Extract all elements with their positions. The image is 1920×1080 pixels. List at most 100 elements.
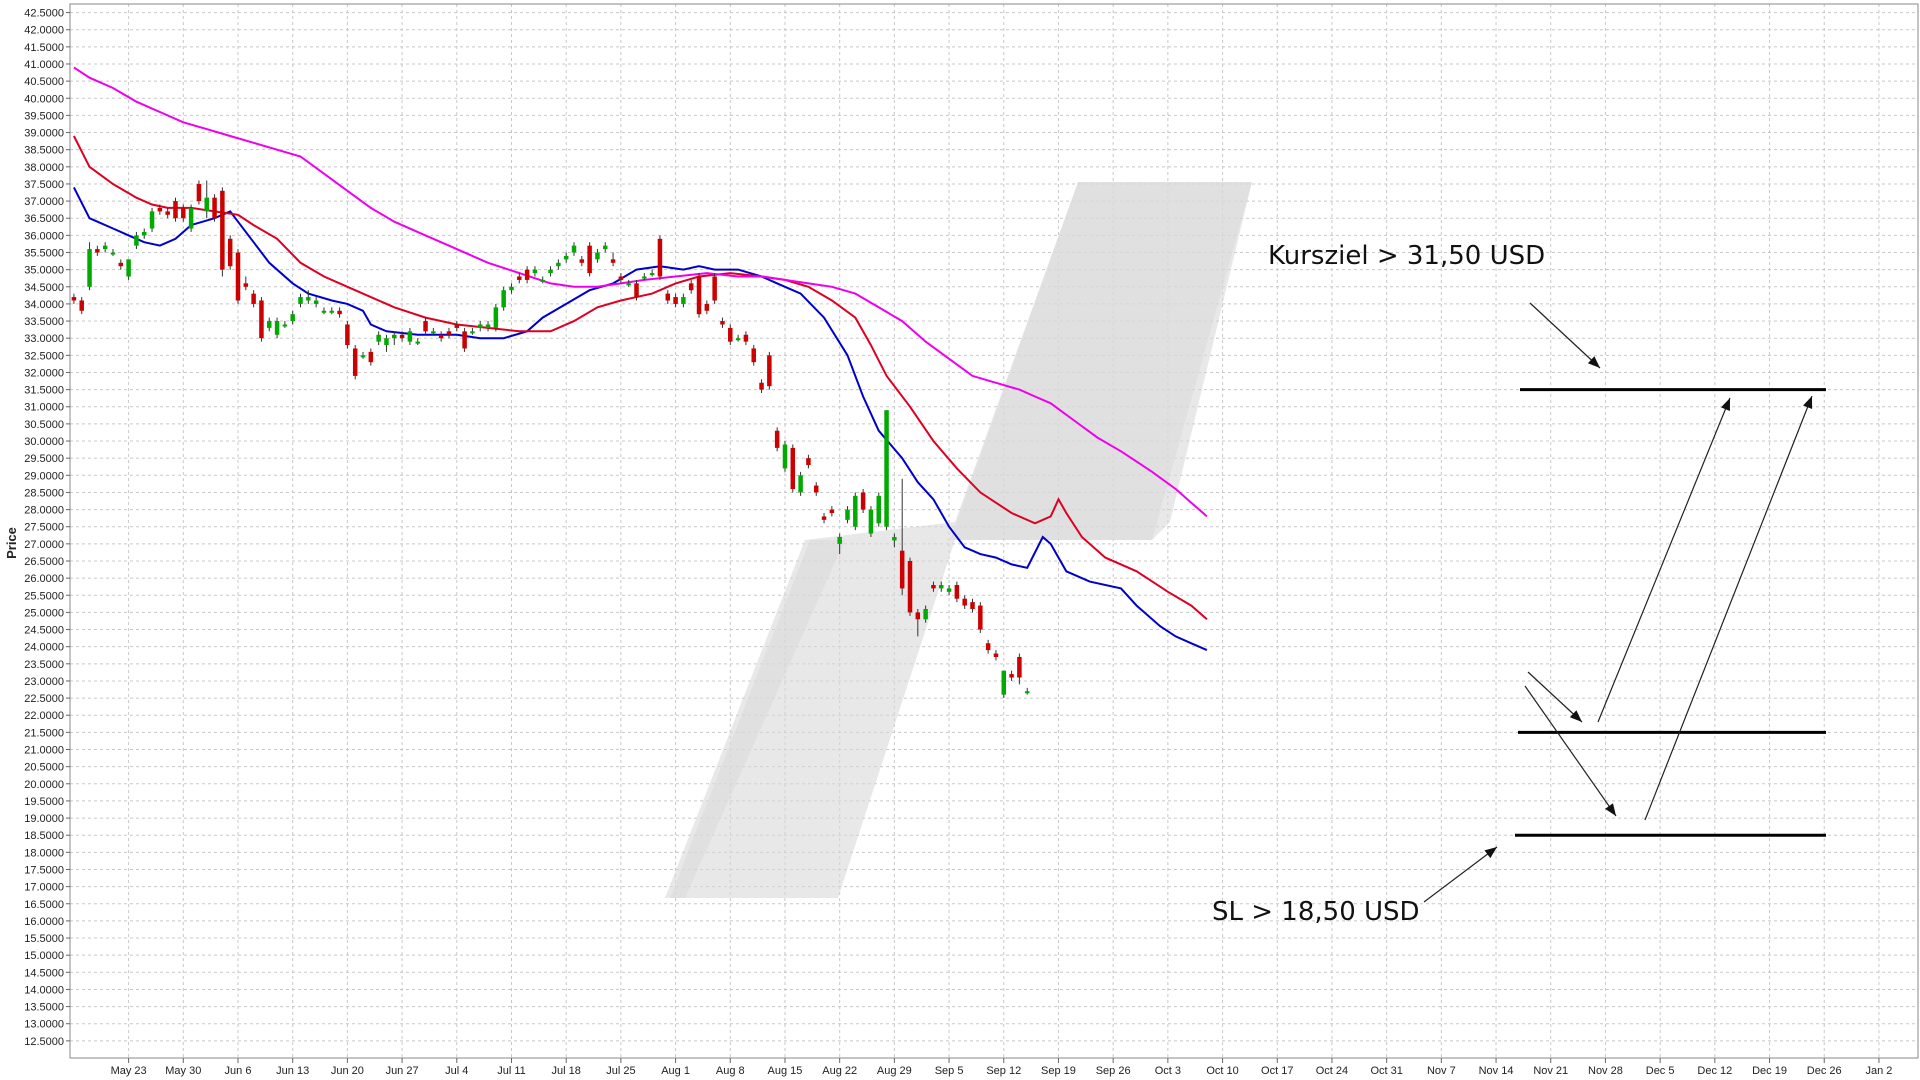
x-tick-label: Oct 17 bbox=[1261, 1065, 1293, 1077]
candle-body bbox=[181, 207, 186, 219]
candle bbox=[368, 348, 374, 366]
candle bbox=[446, 327, 452, 339]
candle-body bbox=[892, 536, 897, 541]
y-tick-label: 14.5000 bbox=[24, 967, 64, 979]
candle-body bbox=[446, 331, 452, 335]
candle-body bbox=[298, 297, 303, 304]
candle-body bbox=[829, 509, 835, 514]
candle-body bbox=[548, 269, 553, 274]
candle bbox=[946, 584, 952, 596]
candle-body bbox=[509, 286, 514, 291]
candle bbox=[782, 441, 788, 472]
candle bbox=[321, 307, 327, 315]
candle-body bbox=[376, 334, 381, 342]
x-tick-label: Oct 24 bbox=[1316, 1065, 1348, 1077]
candle-body bbox=[329, 310, 335, 313]
watermark-lower-bar bbox=[665, 540, 955, 898]
candle bbox=[603, 242, 608, 253]
target-annotation: Kursziel > 31,50 USD bbox=[1268, 241, 1545, 271]
plot-border bbox=[69, 3, 1919, 1059]
candle bbox=[735, 334, 741, 342]
y-tick-label: 23.0000 bbox=[24, 676, 64, 688]
candle-body bbox=[860, 492, 866, 510]
candle bbox=[931, 581, 936, 592]
arrow-to-target bbox=[1529, 302, 1601, 369]
candle-body bbox=[673, 297, 678, 304]
candle-body bbox=[399, 334, 405, 339]
x-tick-label: Dec 19 bbox=[1752, 1065, 1787, 1077]
y-tick-label: 15.0000 bbox=[24, 950, 64, 962]
candle bbox=[376, 331, 381, 346]
y-tick-label: 21.5000 bbox=[24, 727, 64, 739]
candle bbox=[501, 286, 506, 311]
candle bbox=[853, 492, 858, 531]
y-tick-label: 16.5000 bbox=[24, 899, 64, 911]
x-tick-label: Jun 13 bbox=[276, 1065, 309, 1077]
y-tick-label: 16.0000 bbox=[24, 916, 64, 928]
candle-body bbox=[274, 321, 280, 335]
candle bbox=[345, 321, 350, 349]
candle-body bbox=[462, 331, 467, 349]
candle-body bbox=[454, 324, 460, 328]
candle-body bbox=[204, 197, 209, 212]
x-tick-label: Aug 1 bbox=[661, 1065, 690, 1077]
candle-body bbox=[118, 262, 124, 267]
candle bbox=[907, 557, 913, 616]
candle-body bbox=[126, 259, 131, 277]
x-tick-label: Jul 11 bbox=[497, 1065, 526, 1077]
stop-loss-annotation: SL > 18,50 USD bbox=[1212, 897, 1420, 927]
candle-body bbox=[556, 262, 561, 267]
y-tick-label: 31.0000 bbox=[24, 402, 64, 414]
candlesticks bbox=[71, 180, 1030, 699]
candle bbox=[626, 279, 631, 287]
x-tick-label: Jun 20 bbox=[331, 1065, 364, 1077]
candle-body bbox=[603, 245, 608, 250]
candle bbox=[274, 317, 280, 339]
y-tick-label: 40.0000 bbox=[24, 93, 64, 105]
candle bbox=[923, 605, 928, 623]
candle-body bbox=[618, 276, 624, 280]
candle-body bbox=[642, 276, 647, 279]
candle-body bbox=[337, 310, 342, 315]
candle-body bbox=[978, 605, 983, 630]
y-axis-ticks: 12.5000 13.0000 13.5000 14.0000 14.5000 15.00… bbox=[24, 8, 70, 1048]
candle bbox=[118, 259, 124, 270]
y-tick-label: 37.0000 bbox=[24, 196, 64, 208]
candle bbox=[235, 249, 241, 304]
candle bbox=[87, 242, 92, 291]
candle bbox=[1001, 670, 1007, 699]
x-tick-label: Nov 21 bbox=[1533, 1065, 1568, 1077]
candle-body bbox=[649, 273, 655, 276]
candle bbox=[970, 598, 975, 613]
candle bbox=[313, 297, 319, 308]
price-levels bbox=[1515, 388, 1826, 837]
candle-body bbox=[899, 550, 905, 589]
x-tick-label: Aug 15 bbox=[768, 1065, 803, 1077]
candle bbox=[962, 595, 967, 609]
y-tick-label: 35.0000 bbox=[24, 265, 64, 277]
arrow-shaft bbox=[1644, 395, 1813, 821]
y-tick-label: 27.5000 bbox=[24, 522, 64, 534]
candle-body bbox=[259, 300, 264, 339]
y-tick-label: 38.0000 bbox=[24, 162, 64, 174]
candle bbox=[251, 290, 256, 308]
candle bbox=[720, 317, 725, 328]
y-tick-label: 36.0000 bbox=[24, 230, 64, 242]
candle bbox=[329, 307, 335, 315]
y-tick-label: 34.0000 bbox=[24, 299, 64, 311]
candle-body bbox=[87, 249, 92, 287]
candle-body bbox=[759, 382, 764, 390]
candle-body bbox=[923, 608, 928, 620]
x-tick-label: Jun 6 bbox=[225, 1065, 252, 1077]
y-tick-label: 27.0000 bbox=[24, 539, 64, 551]
candle bbox=[563, 252, 569, 263]
y-tick-label: 40.5000 bbox=[24, 76, 64, 88]
candle-body bbox=[141, 231, 147, 236]
candle bbox=[259, 297, 264, 342]
candle-body bbox=[360, 355, 366, 358]
y-tick-label: 17.0000 bbox=[24, 882, 64, 894]
candle bbox=[540, 276, 545, 284]
candle bbox=[688, 279, 694, 294]
candle bbox=[524, 266, 530, 284]
